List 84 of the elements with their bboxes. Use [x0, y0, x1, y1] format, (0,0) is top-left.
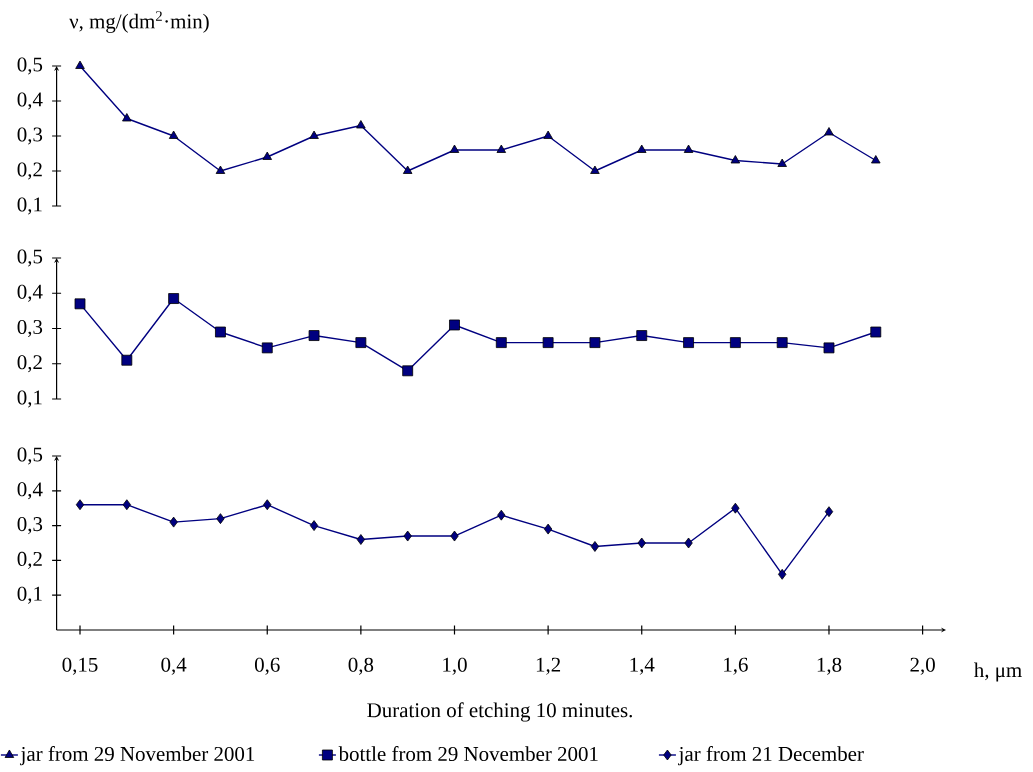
point — [778, 568, 787, 580]
point — [215, 326, 226, 338]
y-tick-label: 0,5 — [17, 447, 43, 465]
x-tick-label: 1,4 — [630, 657, 655, 675]
point — [683, 337, 694, 348]
point — [589, 337, 601, 348]
point — [168, 130, 179, 139]
point — [168, 293, 180, 304]
point — [637, 144, 647, 153]
y-tick-label: 0,2 — [17, 162, 42, 180]
point — [637, 537, 646, 549]
y-tick-label: 0,4 — [17, 284, 43, 302]
point — [309, 520, 319, 531]
point — [683, 144, 694, 153]
x-tick-label: 1,8 — [817, 657, 842, 675]
point — [262, 151, 272, 160]
y-tick-label: 0,4 — [17, 92, 43, 110]
y-tick-label: 0,3 — [17, 517, 43, 535]
y-axis-title: ν, mg/(dm$^{2}$·min) — [69, 11, 209, 33]
point — [263, 499, 272, 511]
point — [449, 319, 460, 331]
point — [684, 537, 693, 549]
point — [215, 165, 226, 174]
point — [497, 509, 506, 521]
legend-label: bottle from 29 November 2001 — [338, 746, 598, 761]
point — [356, 120, 366, 129]
x-tick-label: 0,6 — [254, 657, 280, 675]
y-tick-label: 0,4 — [17, 482, 43, 500]
point — [216, 513, 225, 525]
y-tick-label: 0,1 — [17, 390, 42, 408]
y-tick-label: 0,1 — [17, 197, 42, 215]
point — [75, 499, 85, 511]
point — [542, 337, 554, 348]
point — [824, 127, 834, 136]
point — [871, 155, 881, 164]
point — [309, 130, 319, 139]
y-tick-label: 0,3 — [17, 319, 43, 338]
x-tick-label: 0,8 — [348, 657, 374, 675]
point — [308, 330, 320, 341]
x-tick-label: 1,2 — [536, 657, 561, 675]
point — [776, 337, 788, 348]
point — [590, 541, 600, 552]
point — [590, 165, 600, 174]
point — [169, 516, 178, 528]
point — [870, 326, 882, 338]
point — [823, 342, 835, 354]
point — [75, 60, 85, 69]
point — [824, 506, 834, 518]
point — [356, 534, 366, 545]
point — [496, 144, 507, 153]
point — [636, 330, 648, 341]
point — [543, 523, 553, 535]
point — [403, 530, 412, 542]
point — [495, 337, 507, 348]
x-axis-title: h, μm — [974, 662, 1022, 682]
point — [122, 113, 132, 122]
y-tick-label: 0,5 — [17, 249, 43, 267]
point — [449, 144, 460, 153]
point — [543, 130, 553, 139]
point — [121, 354, 133, 366]
point — [74, 298, 86, 310]
point — [450, 530, 459, 542]
y-tick-label: 0,3 — [17, 127, 43, 145]
y-tick-label: 0,5 — [17, 57, 43, 75]
point — [402, 365, 414, 377]
point — [729, 337, 741, 348]
y-tick-label: 0,1 — [17, 586, 42, 604]
x-tick-label: 1,6 — [724, 657, 748, 675]
point — [261, 342, 273, 354]
x-tick-label: 1,0 — [443, 657, 467, 675]
point — [402, 165, 413, 174]
point — [730, 155, 741, 164]
legend-label: jar from 21 December — [678, 746, 864, 766]
legend-label: jar from 29 November 2001 — [19, 746, 255, 766]
point — [355, 337, 367, 348]
y-tick-label: 0,2 — [17, 355, 42, 373]
point — [777, 158, 787, 167]
text: Duration of etching 10 minutes. — [367, 702, 632, 722]
x-tick-label: 0,4 — [161, 657, 187, 675]
y-tick-label: 0,2 — [17, 551, 42, 569]
x-tick-label: 0,15 — [62, 657, 98, 675]
x-tick-label: 2,0 — [910, 657, 935, 675]
point — [122, 499, 131, 511]
point — [731, 502, 740, 514]
